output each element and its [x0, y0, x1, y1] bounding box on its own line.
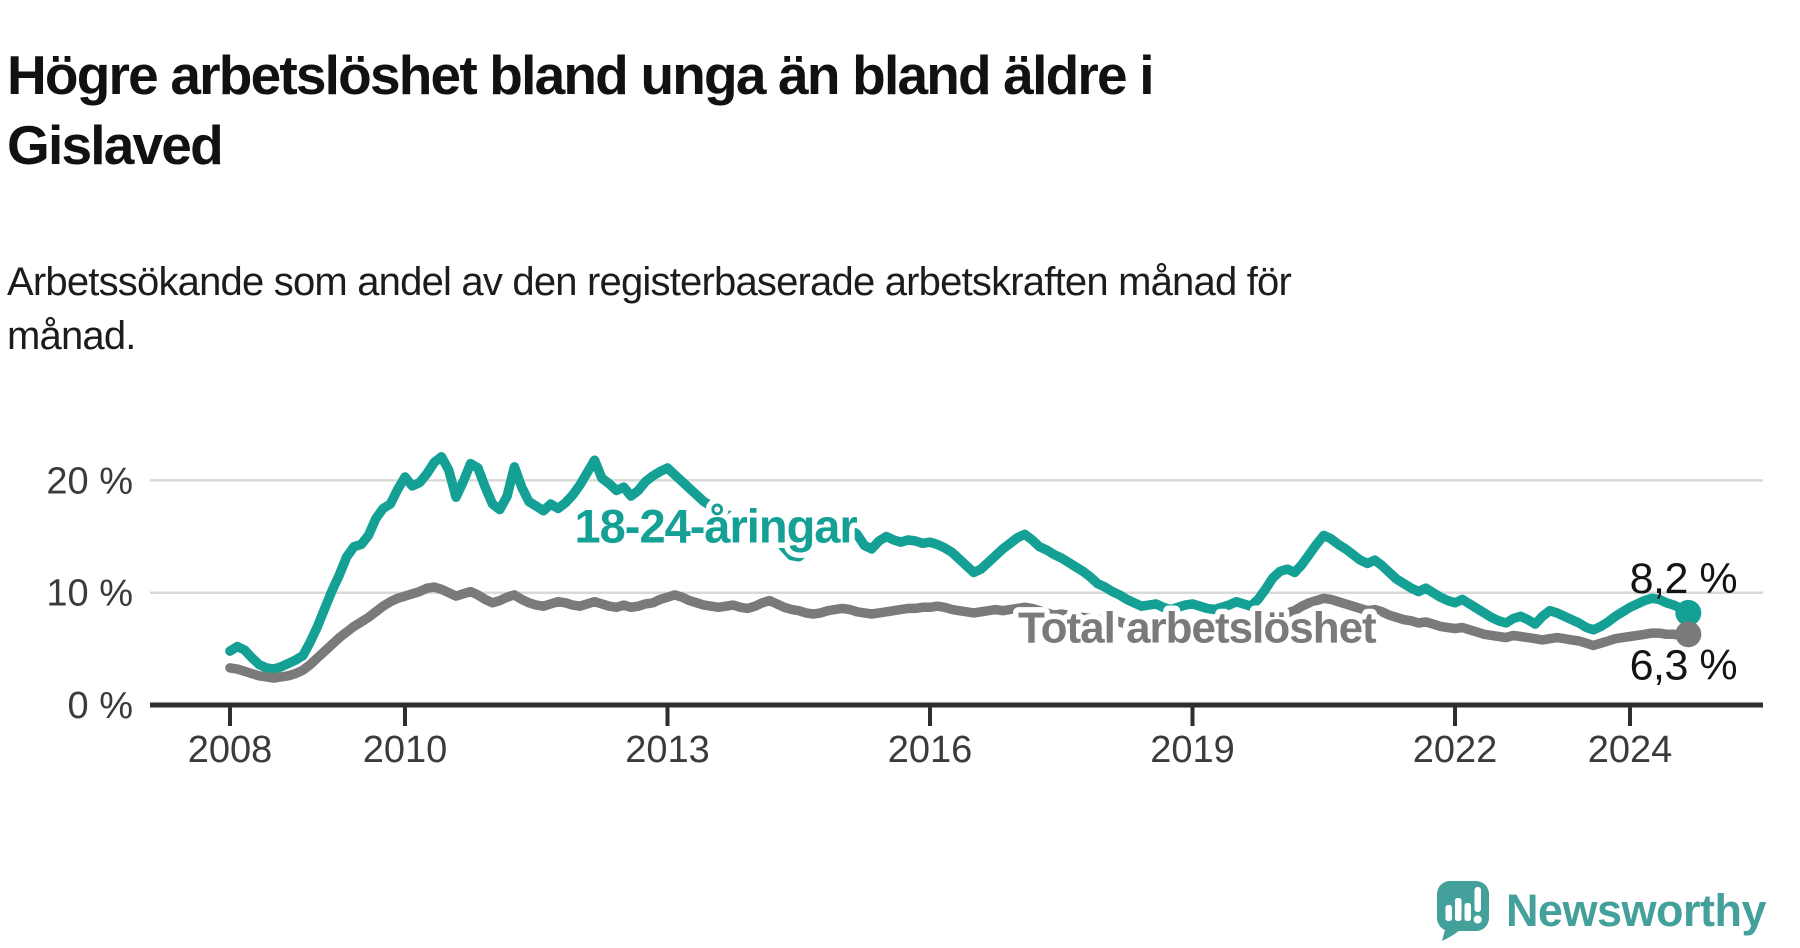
newsworthy-logo: Newsworthy — [1436, 880, 1767, 942]
page-subtitle: Arbetssökande som andel av den registerb… — [7, 260, 1292, 358]
end-value-label-total: 6,3 % — [1630, 641, 1737, 689]
series-label-youth: 18-24-åringar — [575, 499, 858, 552]
newsworthy-logo-icon — [1436, 881, 1489, 941]
newsworthy-logo-text: Newsworthy — [1505, 885, 1767, 936]
x-axis-tick-label: 2008 — [188, 729, 273, 771]
x-axis-tick-label: 2013 — [625, 729, 710, 771]
x-axis-tick-label: 2022 — [1413, 729, 1498, 771]
end-dot-total — [1675, 621, 1702, 648]
end-dot-youth — [1675, 599, 1702, 626]
series-line-youth — [225, 452, 1694, 674]
x-axis-tick-label: 2019 — [1150, 729, 1235, 771]
series-line-total — [225, 582, 1694, 683]
y-axis-tick-label: 20 % — [46, 460, 133, 502]
x-axis-tick-label: 2010 — [363, 729, 448, 771]
page-title: Högre arbetslöshet bland unga än bland ä… — [7, 43, 1155, 176]
x-axis-tick-label: 2024 — [1588, 729, 1673, 771]
y-axis-tick-label: 0 % — [68, 685, 133, 727]
end-value-label-youth: 8,2 % — [1630, 555, 1737, 603]
series-label-total: Total arbetslöshet — [1018, 604, 1377, 653]
y-axis-tick-label: 10 % — [46, 573, 133, 615]
x-axis-tick-label: 2016 — [888, 729, 973, 771]
